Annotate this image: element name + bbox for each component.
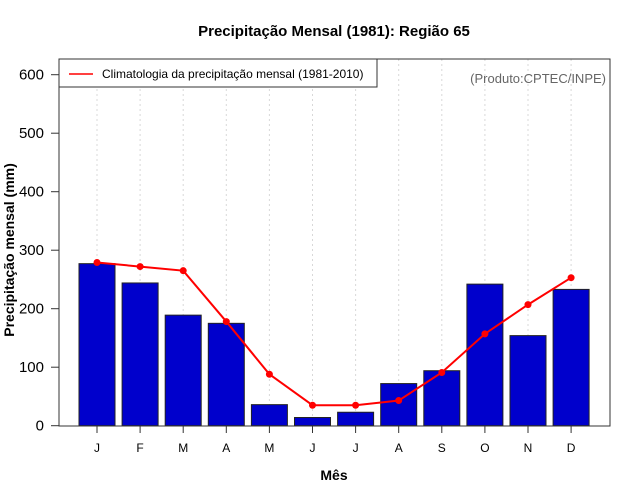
climatology-point-3: [222, 318, 230, 326]
x-tick-label: M: [178, 441, 188, 455]
bar-10: [509, 335, 547, 427]
legend-label: Climatologia da precipitação mensal (198…: [102, 67, 363, 81]
climatology-point-1: [136, 263, 144, 271]
bar-7: [380, 383, 418, 427]
credit-text: (Produto:CPTEC/INPE): [470, 71, 606, 86]
bar-1: [121, 282, 159, 427]
climatology-point-11: [567, 274, 575, 282]
climatology-line: [93, 258, 575, 409]
legend: Climatologia da precipitação mensal (198…: [58, 58, 378, 88]
y-axis: 0 100 200 300 400 500 600: [19, 67, 59, 435]
bar-2: [164, 314, 202, 427]
y-tick-label: 200: [19, 301, 44, 318]
bar-0: [78, 263, 116, 427]
y-tick-label: 500: [19, 125, 44, 142]
climatology-point-4: [265, 370, 273, 378]
climatology-point-5: [309, 401, 316, 409]
x-tick-label: D: [567, 441, 576, 455]
bar-11: [552, 288, 590, 427]
bar-6: [337, 411, 375, 427]
y-tick-label: 600: [19, 67, 44, 84]
x-tick-label: A: [395, 441, 403, 455]
climatology-point-2: [179, 267, 187, 275]
x-tick-label: N: [524, 441, 533, 455]
x-tick-label: M: [264, 441, 274, 455]
bar-5: [294, 417, 331, 427]
x-tick-label: F: [136, 441, 143, 455]
x-axis-label: Mês: [320, 467, 347, 483]
y-axis-label: Precipitação mensal (mm): [1, 163, 17, 337]
bar-4: [250, 404, 288, 427]
x-tick-label: J: [310, 441, 316, 455]
y-tick-label: 400: [19, 184, 44, 201]
x-tick-label: O: [480, 441, 489, 455]
y-tick-label: 100: [19, 359, 44, 376]
bar-8: [423, 370, 461, 427]
climatology-point-0: [93, 258, 101, 266]
climatology-point-7: [395, 397, 403, 405]
bar-9: [466, 283, 504, 427]
x-tick-label: J: [353, 441, 359, 455]
x-tick-label: A: [222, 441, 230, 455]
bar-3: [207, 322, 245, 427]
x-tick-label: S: [438, 441, 446, 455]
bars: [78, 263, 590, 427]
climatology-point-6: [352, 401, 360, 409]
climatology-point-9: [481, 330, 489, 338]
y-tick-label: 300: [19, 242, 44, 259]
climatology-point-8: [438, 368, 446, 376]
climatology-polyline: [96, 261, 572, 407]
chart-title: Precipitação Mensal (1981): Região 65: [198, 23, 470, 40]
climatology-point-10: [524, 301, 532, 309]
legend-box: [58, 58, 378, 88]
y-tick-label: 0: [36, 418, 44, 435]
x-tick-label: J: [94, 441, 100, 455]
